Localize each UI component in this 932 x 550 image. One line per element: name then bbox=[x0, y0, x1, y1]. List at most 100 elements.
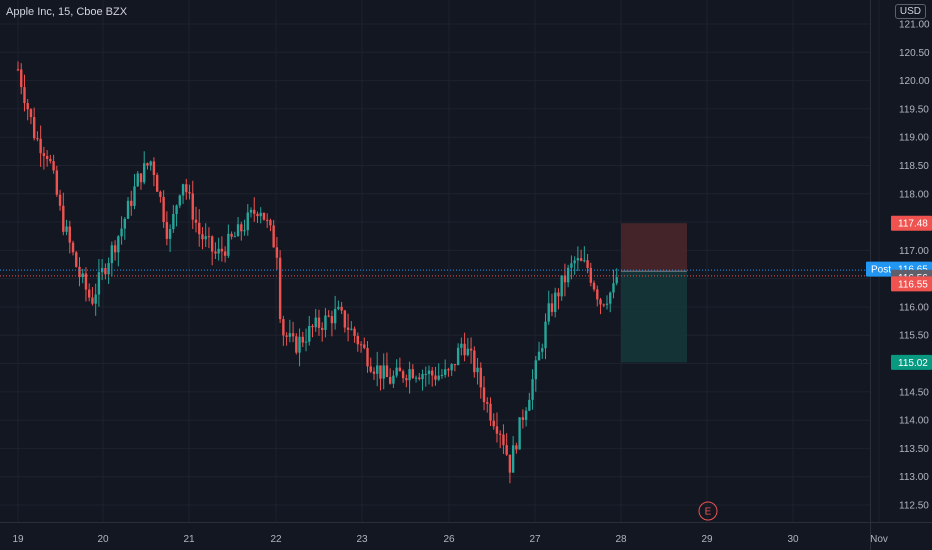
candle-body bbox=[550, 303, 554, 312]
stop-loss-zone bbox=[621, 223, 687, 272]
candle-body bbox=[227, 233, 230, 256]
price-tick-label: 120.00 bbox=[899, 76, 930, 87]
price-tick-label: 119.00 bbox=[899, 133, 929, 144]
candle-body bbox=[541, 348, 544, 352]
candle-body bbox=[272, 225, 275, 248]
candle-body bbox=[29, 109, 33, 118]
price-lines bbox=[0, 269, 870, 277]
candles bbox=[16, 61, 618, 484]
candle-body bbox=[126, 200, 130, 219]
candle-body bbox=[356, 335, 360, 345]
candle-body bbox=[589, 267, 593, 283]
candle-body bbox=[392, 375, 395, 384]
candle-body bbox=[16, 69, 20, 71]
currency-badge[interactable]: USD bbox=[894, 4, 926, 19]
candle-body bbox=[554, 292, 557, 312]
time-tick-label: 29 bbox=[701, 534, 713, 545]
candle-body bbox=[599, 299, 602, 305]
post-tag-label: Post bbox=[871, 265, 891, 276]
candle-body bbox=[531, 379, 534, 400]
candle-body bbox=[453, 364, 457, 366]
candle-body bbox=[94, 294, 97, 304]
candle-body bbox=[609, 292, 612, 304]
earnings-marker[interactable] bbox=[698, 501, 718, 521]
candle-body bbox=[168, 229, 172, 239]
candle-body bbox=[113, 245, 117, 253]
price-tag-label: 117.48 bbox=[898, 219, 928, 230]
candle-body bbox=[476, 367, 479, 373]
candle-body bbox=[460, 343, 463, 348]
candle-body bbox=[26, 103, 29, 110]
candle-body bbox=[191, 193, 194, 220]
time-tick-label: Nov bbox=[870, 534, 888, 545]
candle-body bbox=[81, 273, 84, 278]
candle-body bbox=[401, 371, 405, 379]
candle-body bbox=[152, 161, 156, 176]
candle-body bbox=[570, 263, 573, 268]
candle-body bbox=[84, 273, 88, 290]
time-tick-label: 21 bbox=[183, 534, 195, 545]
candle-body bbox=[505, 445, 508, 455]
candle-body bbox=[87, 289, 91, 298]
candle-body bbox=[321, 327, 324, 330]
candle-body bbox=[62, 205, 65, 232]
candle-body bbox=[376, 365, 379, 374]
candle-body bbox=[521, 417, 525, 420]
price-tag-bg bbox=[891, 354, 932, 370]
candle-body bbox=[230, 233, 233, 237]
candle-body bbox=[136, 173, 139, 187]
candle-body bbox=[304, 341, 308, 343]
candle-body bbox=[421, 374, 424, 380]
price-tag-bg bbox=[891, 215, 932, 231]
candle-body bbox=[314, 317, 317, 328]
candle-body bbox=[515, 445, 518, 450]
candle-body bbox=[301, 336, 304, 343]
candle-body bbox=[104, 268, 107, 275]
post-tag-bg bbox=[866, 261, 892, 277]
candle-body bbox=[327, 315, 330, 317]
time-tick-label: 19 bbox=[12, 534, 24, 545]
candle-body bbox=[586, 260, 589, 268]
candle-body bbox=[612, 283, 615, 293]
candle-body bbox=[214, 251, 217, 254]
candle-body bbox=[579, 258, 583, 261]
candle-body bbox=[398, 367, 402, 372]
candle-body bbox=[42, 153, 46, 157]
price-tick-label: 118.00 bbox=[899, 189, 929, 200]
position-zones[interactable] bbox=[621, 223, 687, 363]
candle-body bbox=[395, 367, 398, 376]
grid bbox=[0, 0, 880, 522]
price-tag-label: 115.02 bbox=[898, 358, 928, 369]
candle-body bbox=[155, 175, 159, 192]
candle-body bbox=[188, 192, 191, 194]
candle-body bbox=[201, 234, 204, 240]
candle-body bbox=[262, 212, 266, 220]
earnings-markers[interactable]: E bbox=[698, 501, 718, 521]
candle-body bbox=[39, 138, 42, 154]
candle-body bbox=[198, 222, 201, 235]
candle-body bbox=[333, 308, 337, 324]
candle-body bbox=[298, 336, 301, 353]
candle-body bbox=[107, 263, 110, 275]
candle-body bbox=[256, 213, 259, 217]
time-tick-label: 27 bbox=[529, 534, 541, 545]
candle-body bbox=[20, 69, 23, 88]
candle-body bbox=[311, 325, 314, 328]
candle-body bbox=[295, 336, 298, 353]
candle-body bbox=[346, 327, 350, 330]
price-tag-bg bbox=[891, 276, 932, 292]
candle-body bbox=[443, 369, 447, 375]
candle-body bbox=[130, 200, 133, 206]
candle-body bbox=[185, 184, 188, 193]
candle-body bbox=[133, 186, 136, 206]
candle-body bbox=[489, 403, 492, 421]
candle-body bbox=[246, 212, 249, 231]
time-axis[interactable]: 19 20 21 22 23 26 27 28 29 30 Nov bbox=[0, 522, 932, 546]
price-tick-label: 121.00 bbox=[899, 20, 930, 31]
price-tick-label: 113.50 bbox=[899, 444, 929, 455]
candle-body bbox=[495, 426, 499, 434]
candle-body bbox=[240, 224, 243, 232]
candle-body bbox=[78, 266, 81, 278]
